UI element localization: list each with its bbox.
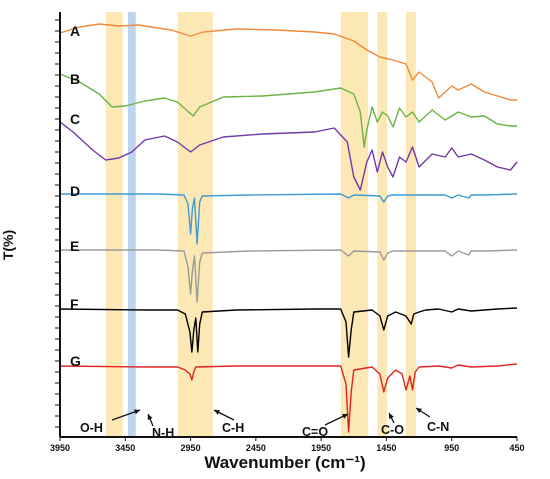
annotation-arrow-head (416, 408, 422, 414)
annotation-arrow-head (389, 413, 394, 419)
series-line-A (59, 23, 517, 101)
series-labels: A B C D E F G (70, 23, 81, 369)
highlight-band-1 (127, 12, 136, 437)
annotation-ch: C-H (222, 421, 244, 435)
series-label-A: A (70, 23, 80, 39)
highlight-bands (105, 12, 416, 437)
series-line-G (59, 363, 518, 433)
annotation-co: C=O (302, 425, 328, 439)
annotation-nh: N-H (152, 426, 174, 440)
series-label-D: D (70, 183, 80, 199)
series-line-F (59, 307, 518, 358)
highlight-band-5 (406, 12, 416, 437)
highlight-band-0 (105, 12, 123, 437)
x-tick-label-3450: 3450 (115, 443, 135, 453)
x-tick-label-2450: 2450 (246, 443, 266, 453)
band-annotations: O-H N-H C-H C=O C-O C-N (80, 407, 449, 440)
axes: 3950 3450 2950 2450 1950 1450 950 450 (50, 12, 525, 453)
annotation-co: C-O (381, 423, 404, 437)
y-axis-title: T(%) (0, 230, 16, 260)
series-label-B: B (70, 71, 80, 87)
series-line-C (59, 121, 518, 191)
series-line-D (60, 193, 518, 245)
annotation-arrow-head (147, 414, 153, 420)
x-tick-label-1450: 1450 (376, 443, 396, 453)
annotation-arrow-head (342, 414, 348, 419)
series-line-B (59, 73, 517, 148)
highlight-band-2 (177, 12, 213, 437)
annotation-cn: C-N (427, 420, 449, 434)
x-axis-title: Wavenumber (cm⁻¹) (204, 453, 365, 472)
highlight-band-4 (377, 12, 388, 437)
series-label-G: G (70, 353, 81, 369)
x-tick-label-3950: 3950 (50, 443, 70, 453)
series-label-E: E (70, 238, 79, 254)
annotation-arrow-head (214, 410, 220, 415)
annotation-oh: O-H (80, 421, 103, 435)
x-tick-label-2950: 2950 (181, 443, 201, 453)
highlight-band-3 (340, 12, 369, 437)
series-label-C: C (70, 111, 80, 127)
x-tick-label-450: 450 (509, 443, 524, 453)
series-label-F: F (70, 296, 79, 312)
x-tick-label-1950: 1950 (311, 443, 331, 453)
series-line-E (60, 249, 518, 303)
spectra-series (59, 23, 518, 433)
annotation-arrow-head (134, 409, 140, 415)
x-tick-label-950: 950 (444, 443, 459, 453)
